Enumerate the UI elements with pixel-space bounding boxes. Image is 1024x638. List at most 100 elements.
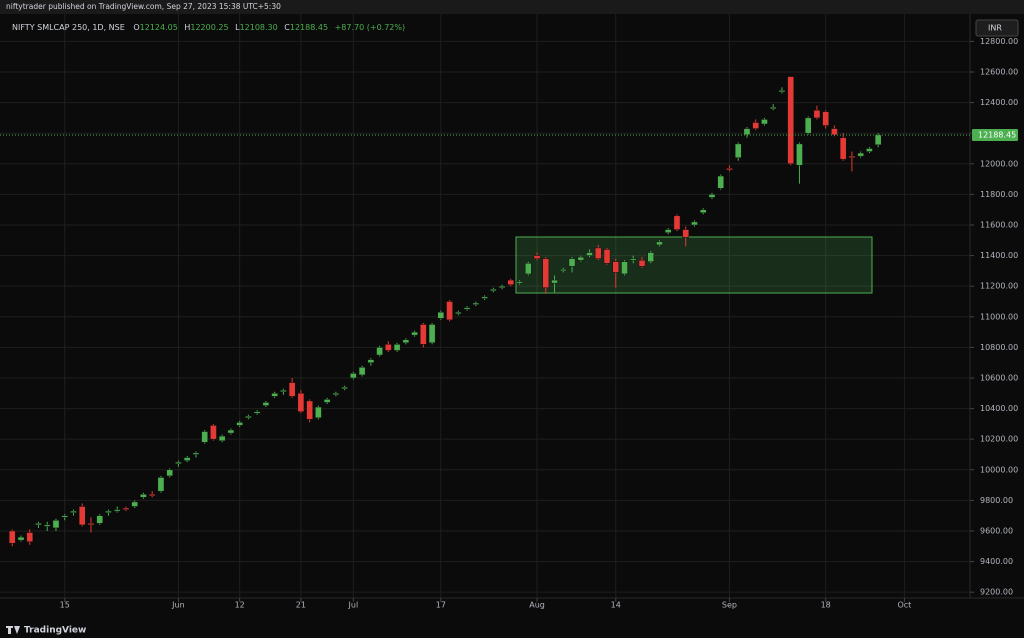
candle-body: [280, 389, 287, 393]
candle-body: [455, 311, 462, 314]
candle-body: [787, 76, 795, 165]
candle-body: [472, 302, 480, 305]
candle-body: [621, 261, 628, 275]
candle-body: [551, 279, 558, 284]
currency-button[interactable]: [975, 19, 1019, 37]
candle-body: [26, 532, 34, 542]
candle-body: [761, 119, 768, 125]
x-tick-label: 12: [235, 601, 245, 610]
x-tick-label: Jun: [171, 601, 185, 610]
candle-body: [411, 331, 418, 336]
candle-body: [726, 168, 733, 171]
x-tick-label: 14: [611, 601, 621, 610]
candle-body: [752, 122, 760, 129]
candle-body: [253, 411, 261, 414]
candle-body: [831, 128, 838, 135]
candle-body: [813, 109, 821, 119]
change: +87.70 (+0.72%): [335, 23, 406, 32]
candle-body: [612, 261, 620, 273]
candle-body: [288, 382, 296, 397]
x-tick-label: Sep: [722, 601, 737, 610]
ohlc-value: 12108.30: [240, 23, 278, 32]
x-tick-label: 18: [821, 601, 831, 610]
candle-body: [52, 520, 60, 529]
y-tick-label: 11800.00: [980, 190, 1018, 199]
candle-body: [481, 296, 488, 299]
candle-body: [358, 367, 366, 376]
candle-body: [8, 530, 16, 544]
candle-body: [568, 258, 576, 267]
candle-body: [524, 262, 532, 275]
candle-body: [489, 288, 497, 292]
candle-body: [332, 393, 340, 396]
y-tick-label: 12400.00: [980, 98, 1018, 107]
y-tick-label: 9800.00: [980, 496, 1013, 505]
last-price-box: [972, 128, 1018, 141]
candle-body: [262, 402, 270, 406]
candle-body: [87, 523, 95, 526]
candle-body: [131, 501, 139, 507]
candle-body: [271, 393, 278, 397]
candle-body: [428, 324, 436, 344]
candle-body: [507, 279, 515, 285]
y-tick-label: 12800.00: [980, 37, 1018, 46]
candle-body: [804, 117, 812, 134]
candle-body: [699, 209, 707, 213]
ohlc-value: 12124.05: [140, 23, 178, 32]
y-tick-label: 10000.00: [980, 465, 1018, 474]
candle-body: [463, 307, 471, 310]
ohlc-label: L: [235, 23, 240, 32]
top-bar: [0, 0, 1024, 14]
candle-body: [113, 509, 121, 512]
candle-body: [656, 241, 663, 246]
ohlc-label: O: [133, 23, 139, 32]
candle-body: [78, 506, 86, 526]
candle-body: [778, 90, 786, 93]
ohlc-label: C: [284, 23, 290, 32]
y-tick-label: 10200.00: [980, 435, 1018, 444]
y-tick-label: 10400.00: [980, 404, 1018, 413]
candle-body: [192, 452, 200, 455]
y-tick-label: 12600.00: [980, 67, 1018, 76]
candle-body: [446, 301, 453, 321]
y-tick-label: 11000.00: [980, 312, 1018, 321]
candle-body: [839, 137, 847, 160]
candle-body: [822, 111, 829, 126]
candle-body: [577, 256, 585, 261]
candle-body: [17, 536, 25, 541]
x-tick-label: 21: [296, 601, 306, 610]
candle-body: [796, 143, 803, 166]
candle-body: [603, 249, 611, 264]
brand: TradingView: [24, 626, 86, 636]
y-tick-label: 11400.00: [980, 251, 1018, 260]
candle-body: [201, 431, 208, 443]
candle-body: [218, 435, 226, 441]
candle-body: [43, 524, 51, 527]
last-price-label: 12188.45: [978, 130, 1016, 139]
candle-body: [323, 399, 331, 403]
x-tick-label: Oct: [897, 601, 911, 610]
candle-body: [594, 247, 602, 259]
logo: [6, 626, 20, 634]
candle-body: [629, 258, 637, 261]
publisher: niftytrader published on TradingView.com…: [6, 2, 281, 11]
x-tick-label: Jul: [348, 601, 359, 610]
candle-body: [673, 215, 681, 230]
candle-body: [306, 400, 313, 420]
candle-body: [70, 510, 77, 513]
candle-body: [122, 507, 130, 510]
candle-body: [393, 344, 401, 351]
candle-body: [341, 386, 348, 389]
candle-body: [437, 311, 445, 319]
candle-body: [210, 425, 217, 440]
candle-body: [498, 285, 506, 288]
currency[interactable]: INR: [988, 24, 1002, 33]
candle-body: [866, 148, 873, 152]
candle-body: [35, 523, 42, 526]
candle-body: [96, 515, 104, 524]
y-tick-label: 9600.00: [980, 526, 1013, 535]
candle-body: [691, 221, 698, 226]
legend: NIFTY SMLCAP 250, 1D, NSE O12124.05 H122…: [12, 23, 405, 32]
